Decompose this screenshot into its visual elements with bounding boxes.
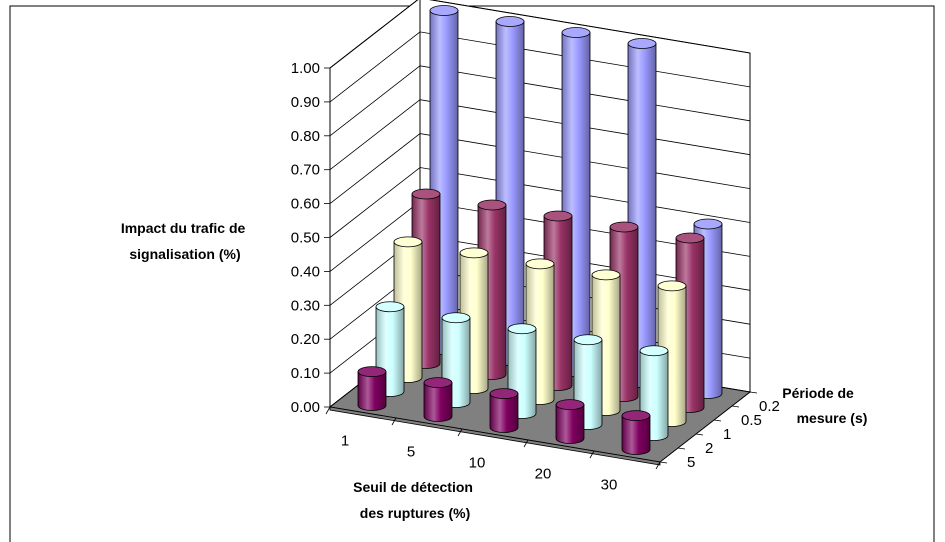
z-tick-label: 0.00 xyxy=(291,399,320,416)
y-tick-label: 5 xyxy=(687,454,695,471)
z-tick-label: 0.50 xyxy=(291,230,320,247)
x-tick-mark xyxy=(523,439,529,448)
z-axis-label-line-1: Impact du trafic de xyxy=(121,220,246,236)
bar-top xyxy=(507,323,537,335)
y-tick-label: 0.5 xyxy=(741,412,762,429)
z-tick-label: 0.80 xyxy=(291,128,320,145)
z-tick-label: 0.60 xyxy=(291,196,320,213)
bar-top xyxy=(489,388,519,400)
bar-body xyxy=(423,382,453,422)
bar-top xyxy=(423,377,453,389)
y-tick-mark xyxy=(695,433,704,436)
x-axis-label-line-1: Seuil de détection xyxy=(353,479,473,495)
bar-top xyxy=(441,312,471,324)
bar-top xyxy=(525,258,555,270)
y-tick-label: 2 xyxy=(705,440,713,457)
bar-5-20 xyxy=(555,399,585,444)
y-tick-label: 0.2 xyxy=(759,398,780,415)
x-axis-label-line-2: des ruptures (%) xyxy=(360,505,470,521)
bar-top xyxy=(693,218,723,230)
bar-top xyxy=(555,399,585,411)
bar-top xyxy=(411,188,441,200)
bar-top xyxy=(477,199,507,211)
y-tick-mark xyxy=(713,419,722,422)
bar-top xyxy=(393,236,423,248)
z-tick-label: 0.30 xyxy=(291,297,320,314)
z-axis-label: Impact du trafic de signalisation (%) xyxy=(121,220,249,262)
x-tick-label: 5 xyxy=(407,444,415,461)
z-axis-label-line-2: signalisation (%) xyxy=(129,246,240,262)
y-tick-label: 1 xyxy=(723,426,731,443)
x-tick-mark xyxy=(655,461,661,470)
bar-top xyxy=(573,334,603,346)
y-axis-label: Période de mesure (s) xyxy=(782,385,867,426)
y-axis-label-line-1: Période de xyxy=(782,385,854,401)
x-tick-mark xyxy=(457,428,463,437)
y-tick-mark xyxy=(659,461,668,464)
y-axis-ticks: 521 0.50.2 xyxy=(659,391,780,471)
y-tick-mark xyxy=(749,391,758,394)
bar-5-30 xyxy=(621,410,651,455)
bar-top xyxy=(495,16,525,27)
bar-top xyxy=(675,232,705,244)
bar-body xyxy=(621,415,651,455)
x-tick-mark xyxy=(589,450,595,459)
z-tick-label: 0.40 xyxy=(291,263,320,280)
x-tick-label: 30 xyxy=(601,477,618,494)
bar-top xyxy=(561,27,591,38)
bar-5-1 xyxy=(357,366,387,411)
z-tick-label: 1.00 xyxy=(291,60,320,77)
z-tick-label: 0.20 xyxy=(291,331,320,348)
bar-top xyxy=(591,269,621,281)
bar-top xyxy=(621,410,651,422)
bar-body xyxy=(357,371,387,411)
bar-5-5 xyxy=(423,377,453,422)
x-tick-mark xyxy=(325,406,331,415)
y-tick-mark xyxy=(677,447,686,450)
bar-top xyxy=(609,221,639,233)
x-tick-label: 20 xyxy=(535,466,552,483)
bar-top xyxy=(429,5,459,16)
bar-top xyxy=(357,366,387,378)
bar-top xyxy=(459,247,489,259)
y-tick-mark xyxy=(731,405,740,408)
bar-5-10 xyxy=(489,388,519,433)
x-tick-mark xyxy=(391,417,397,426)
floor-edge xyxy=(329,406,661,466)
bar-top xyxy=(657,280,687,292)
gridline xyxy=(329,0,751,69)
x-axis-label: Seuil de détection des ruptures (%) xyxy=(353,479,477,521)
bar-body xyxy=(489,393,519,433)
bar-body xyxy=(555,404,585,444)
x-tick-label: 10 xyxy=(469,455,486,472)
y-axis-label-line-2: mesure (s) xyxy=(797,410,868,426)
chart-bars xyxy=(357,5,723,455)
x-tick-label: 1 xyxy=(341,433,349,450)
x-axis-ticks: 1 5 10 20 30 xyxy=(325,406,661,494)
z-axis-ticks: 0.00 0.10 0.20 0.30 0.40 0.50 0.60 0.70 0.80 0.90… xyxy=(291,60,330,416)
z-tick-label: 0.70 xyxy=(291,162,320,179)
bar-top xyxy=(375,301,405,313)
bar-top xyxy=(543,210,573,222)
bar-top xyxy=(639,345,669,357)
bar-top xyxy=(627,38,657,49)
z-tick-label: 0.90 xyxy=(291,94,320,111)
z-tick-label: 0.10 xyxy=(291,365,320,382)
